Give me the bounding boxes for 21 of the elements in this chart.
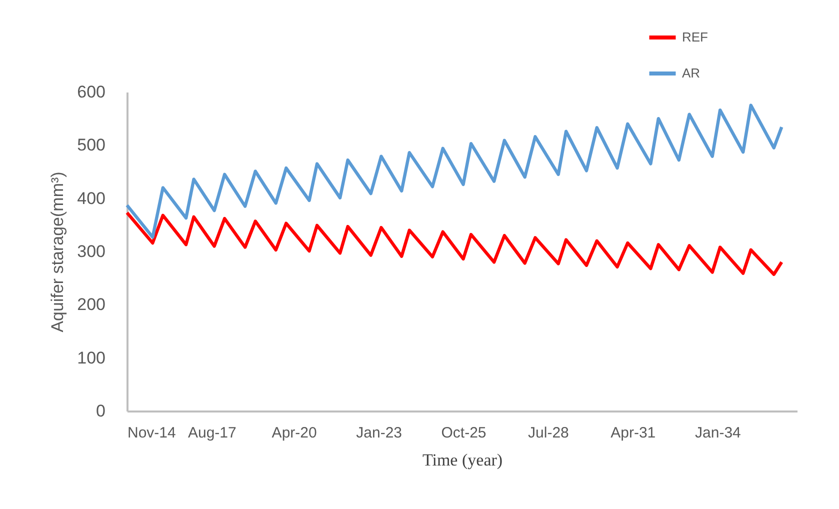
y-tick-label: 100 <box>77 348 106 368</box>
x-tick-label: Jan-34 <box>695 424 741 442</box>
x-tick-label: Apr-20 <box>272 424 317 442</box>
y-tick-label: 500 <box>77 136 106 155</box>
x-tick-label: Jan-23 <box>356 424 402 442</box>
x-tick-label: Oct-25 <box>441 424 486 442</box>
x-tick-label: Aug-17 <box>188 424 236 442</box>
line-series <box>125 104 784 239</box>
x-tick-label: Apr-31 <box>610 424 656 442</box>
y-tick-label: 400 <box>77 188 106 208</box>
y-tick-label: 200 <box>77 295 106 314</box>
x-axis-title: Time (year) <box>422 450 503 470</box>
y-axis-title: Aquifer starage(mm³) <box>48 172 68 332</box>
x-tick-label: Nov-14 <box>128 424 176 442</box>
y-tick-label: 300 <box>77 242 106 261</box>
legend-label: REF <box>682 30 708 44</box>
legend-label: AR <box>682 66 700 80</box>
y-tick-label: 0 <box>96 402 106 420</box>
line-series <box>125 211 784 276</box>
x-tick-label: Jul-28 <box>528 424 569 442</box>
y-tick-label: 600 <box>77 82 106 102</box>
